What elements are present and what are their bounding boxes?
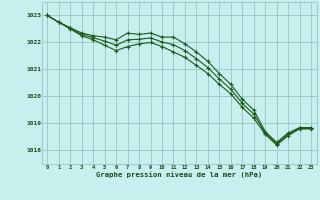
X-axis label: Graphe pression niveau de la mer (hPa): Graphe pression niveau de la mer (hPa)	[96, 171, 262, 178]
